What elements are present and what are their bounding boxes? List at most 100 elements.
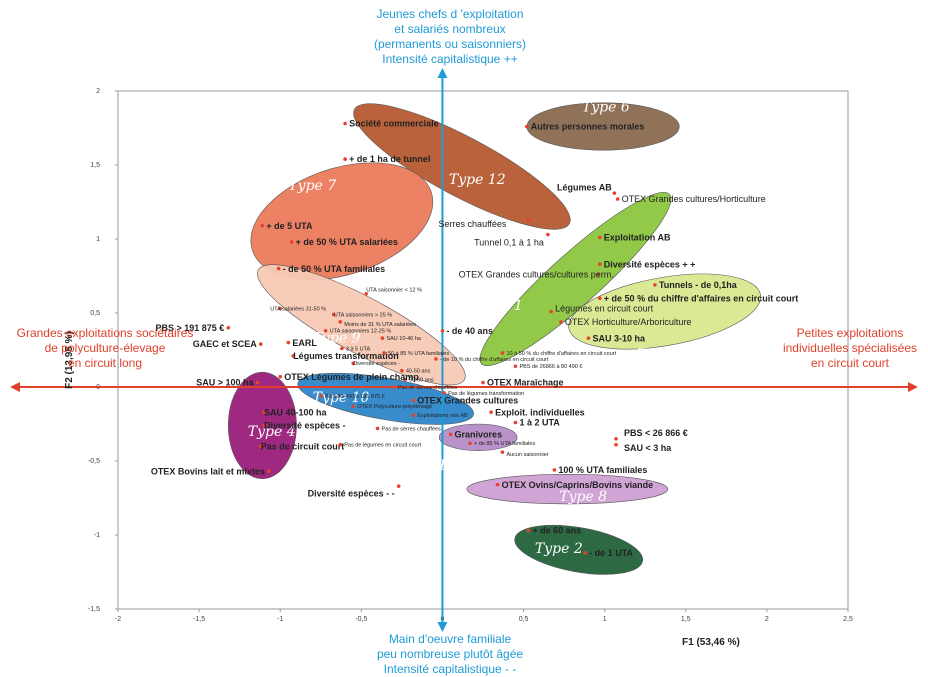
group-label: Type 5 (438, 458, 486, 474)
data-point (598, 235, 602, 240)
point-label: PBS < 26 866 € (624, 428, 688, 438)
y-tick-label: -1 (94, 532, 100, 539)
x-axis-title: F1 (53,46 %) (682, 637, 740, 648)
group-label: Type 12 (449, 172, 506, 188)
point-label: OTEX Grandes cultures/Horticulture (622, 194, 766, 204)
data-point (338, 320, 343, 324)
data-point (526, 217, 531, 222)
group-ellipse (257, 264, 466, 386)
point-label: Légumes en circuit court (555, 304, 654, 314)
group-label: Type 8 (559, 489, 607, 505)
data-point (260, 223, 265, 228)
pole-top-line: Jeunes chefs d 'exploitation (376, 7, 524, 21)
y-tick-label: -0,5 (88, 458, 100, 465)
point-label: UTA saisonniers 12-25 % (330, 329, 392, 335)
point-label: OTEX Horticulture/Arboriculture (565, 317, 692, 327)
data-point (340, 346, 344, 351)
data-point (526, 528, 531, 533)
pole-bottom-line: Main d'oeuvre familiale (388, 632, 512, 646)
point-label: - de 50 % UTA familiales (283, 264, 386, 274)
point-label: Pas de serres chauffées (382, 426, 441, 432)
data-point (614, 442, 618, 447)
data-point (448, 432, 453, 437)
point-label: UTA salariées 31-50 % (270, 306, 326, 312)
data-point (267, 469, 271, 474)
x-tick-label: 2 (765, 616, 769, 623)
point-label: 3 à 5 UTA (346, 346, 371, 352)
point-label: + de 50 % UTA salariées (296, 237, 398, 247)
point-label: Diversité espèces - (353, 361, 400, 367)
point-label: OTEX Grandes cultures/cultures perm. (459, 270, 614, 280)
point-label: SAU 10-40 ha (386, 336, 421, 342)
data-point (375, 426, 380, 431)
data-point (276, 266, 281, 271)
x-tick-label: 1 (603, 616, 607, 623)
pole-bottom: Main d'oeuvre familiale peu nombreuse pl… (340, 632, 560, 677)
data-point (262, 410, 266, 414)
data-point (391, 385, 396, 389)
point-label: Pas de légumes en circuit court (344, 443, 421, 449)
data-point (552, 468, 557, 472)
point-label: Diversité espèces + + (604, 259, 696, 269)
data-point (513, 420, 518, 425)
data-point (614, 437, 618, 441)
y-tick-label: 2 (96, 88, 100, 95)
data-point (364, 291, 369, 296)
data-point (653, 283, 657, 287)
data-point (323, 328, 328, 333)
point-label: Granivores (455, 430, 503, 440)
data-point (343, 157, 347, 161)
pole-top-line: (permanents ou saisonniers) (373, 37, 527, 51)
pole-left-line: de polyculture-élevage (44, 341, 166, 355)
data-point (513, 364, 518, 369)
group-ellipse (466, 474, 669, 505)
pole-bottom-line: Intensité capitalistique - - (383, 662, 517, 676)
data-point (500, 450, 505, 454)
y-axis-title: F2 (13,95 %) (64, 331, 75, 389)
point-label: Moins de 31 % UTA salariées (344, 322, 416, 328)
pole-top-line: et salariés nombreux (394, 22, 506, 36)
point-label: UTA saisonnier < 12 % (366, 288, 422, 294)
data-point (615, 197, 620, 201)
point-label: OTEX Polyculture-polyélevage (357, 404, 432, 410)
point-label: Tunnels - de 0,1ha (659, 280, 738, 290)
x-tick-label: 1,5 (681, 616, 691, 623)
y-tick-label: 1 (96, 236, 100, 243)
x-tick-label: -1,5 (193, 616, 205, 623)
data-point (434, 357, 438, 361)
data-point (351, 404, 356, 409)
data-point (583, 550, 587, 555)
data-point (351, 361, 356, 366)
point-label: PBS > 191 875 € (155, 323, 224, 333)
pole-right: Petites exploitations individuelles spéc… (772, 326, 928, 371)
group-label: Type 1 (475, 298, 523, 314)
group-label: Type 10 (313, 390, 370, 406)
point-label: Exploitations non AB (417, 413, 468, 419)
point-label: Pas de circuit court (261, 441, 345, 451)
point-label: 50-60 ans (409, 378, 434, 384)
point-label: PBS 80 490 à 191 875 € (325, 394, 385, 400)
data-point (343, 121, 347, 126)
point-label: 50 à 85 % UTA familiales (388, 351, 449, 357)
point-label: + de 60 ans (532, 526, 581, 536)
data-point (500, 351, 505, 355)
data-point (258, 342, 263, 346)
data-point (468, 441, 472, 446)
data-point (411, 413, 416, 417)
pole-left-line: en circuit long (67, 356, 143, 370)
data-point (338, 442, 343, 447)
data-point (291, 354, 296, 358)
point-label: Pas de serres chauffées (398, 385, 457, 391)
x-tick-label: -0,5 (355, 616, 367, 623)
group-ellipse (353, 103, 571, 230)
point-label: Exploitation AB (604, 233, 671, 243)
point-label: OTEX Maraîchage (487, 378, 564, 388)
group-label: Type 6 (582, 100, 630, 116)
pole-right-line: individuelles spécialisées (782, 341, 918, 355)
point-label: Autres personnes morales (531, 122, 645, 132)
y-tick-label: -1,5 (88, 606, 100, 613)
point-label: PBS de 26866 à 80 490 € (519, 364, 582, 370)
point-label: Légumes transformation (293, 351, 399, 361)
point-label: Serres chauffées (439, 219, 507, 229)
